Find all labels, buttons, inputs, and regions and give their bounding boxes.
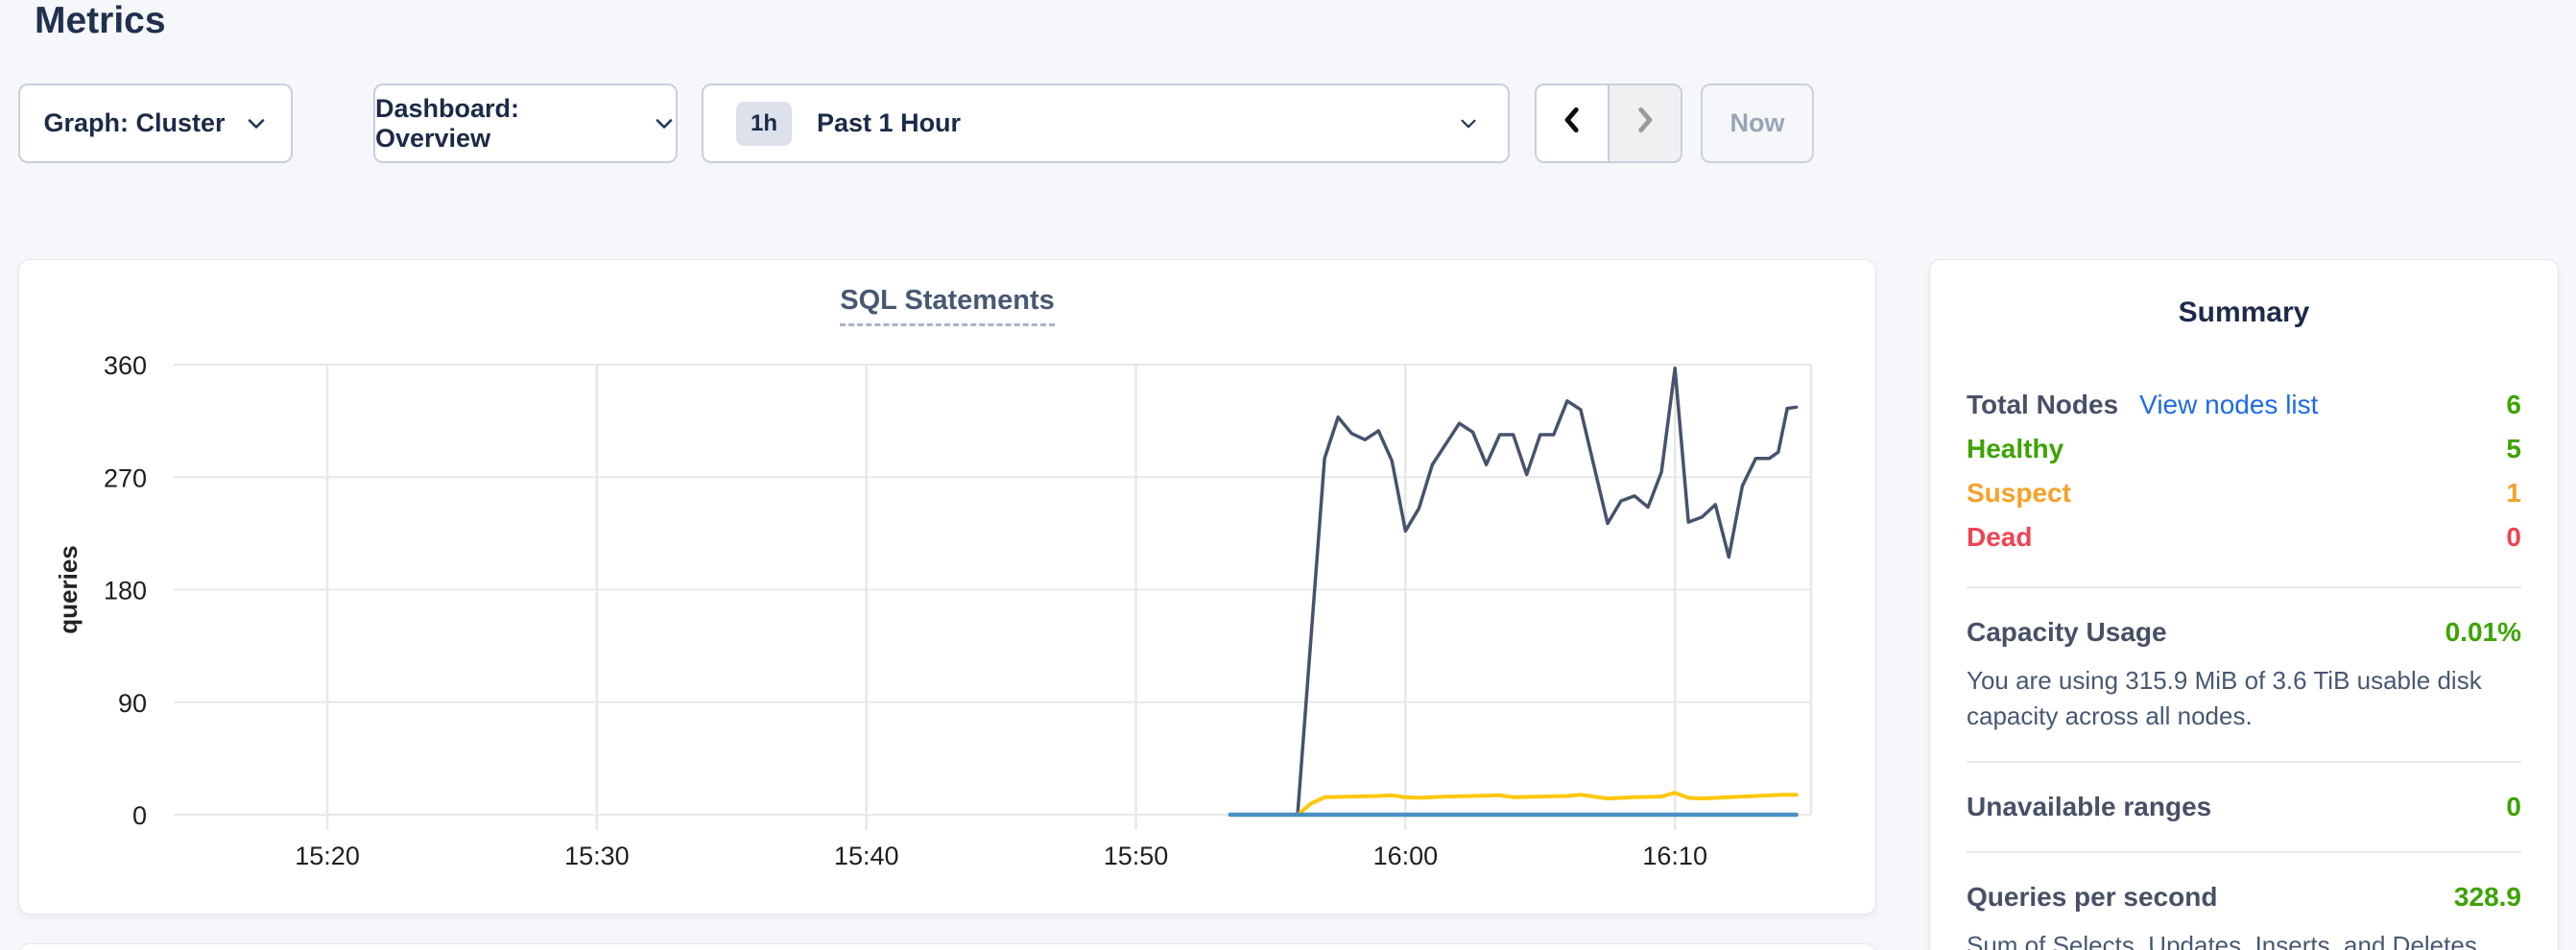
summary-section: Unavailable ranges 0 bbox=[1967, 761, 2521, 822]
section-value: 0.01% bbox=[2445, 617, 2521, 647]
summary-node-row: Healthy 5 bbox=[1967, 427, 2521, 471]
summary-node-row: Total Nodes View nodes list 6 bbox=[1967, 383, 2521, 427]
node-row-label: Suspect bbox=[1967, 478, 2071, 508]
svg-text:360: 360 bbox=[104, 351, 147, 380]
page-title: Metrics bbox=[35, 0, 166, 41]
graph-dropdown-label: Graph: Cluster bbox=[43, 108, 226, 137]
view-nodes-list-link[interactable]: View nodes list bbox=[2139, 390, 2319, 419]
section-description: Sum of Selects, Updates, Inserts, and De… bbox=[1967, 931, 2477, 950]
node-status-rows: Total Nodes View nodes list 6 Healthy 5 Suspe… bbox=[1967, 383, 2521, 559]
dashboard-dropdown-label: Dashboard: Overview bbox=[375, 93, 520, 153]
section-label: Unavailable ranges bbox=[1967, 792, 2212, 821]
node-row-label: Healthy bbox=[1967, 434, 2064, 463]
time-range-label: Past 1 Hour bbox=[817, 108, 962, 137]
summary-section: Queries per second 328.9 Sum of Selects, U… bbox=[1967, 851, 2521, 950]
svg-text:16:00: 16:00 bbox=[1373, 842, 1439, 870]
summary-title: Summary bbox=[2178, 297, 2310, 328]
chart-gridlines bbox=[174, 364, 1813, 830]
time-range-selector[interactable]: 1h Past 1 Hour bbox=[702, 83, 1510, 163]
section-label: Queries per second bbox=[1967, 882, 2218, 912]
chevron-left-icon bbox=[1556, 104, 1588, 143]
svg-text:270: 270 bbox=[104, 463, 147, 492]
svg-text:15:20: 15:20 bbox=[295, 842, 360, 870]
step-forward-button[interactable] bbox=[1610, 85, 1681, 161]
chevron-right-icon bbox=[1629, 104, 1661, 143]
sql-statements-chart-card: 0 90 180 270 360 15:20 15:30 15:40 15:50 16:00 16:… bbox=[18, 259, 1876, 914]
dashboard-dropdown[interactable]: Dashboard: Overview bbox=[373, 83, 678, 163]
next-chart-card bbox=[18, 943, 1876, 950]
summary-section: Capacity Usage 0.01% You are using 315.9 M… bbox=[1967, 586, 2521, 734]
section-value: 328.9 bbox=[2453, 882, 2521, 912]
node-row-label: Total Nodes bbox=[1967, 390, 2119, 419]
summary-panel: Summary Total Nodes View nodes list 6 Healt… bbox=[1929, 259, 2559, 950]
node-row-value: 0 bbox=[2506, 522, 2521, 552]
summary-sections: Capacity Usage 0.01% You are using 315.9 M… bbox=[1967, 586, 2521, 950]
time-step-buttons bbox=[1535, 83, 1682, 163]
chart-title[interactable]: SQL Statements bbox=[840, 285, 1055, 326]
step-back-button[interactable] bbox=[1537, 85, 1610, 161]
node-row-value: 1 bbox=[2506, 478, 2521, 508]
svg-text:15:50: 15:50 bbox=[1104, 842, 1169, 870]
svg-text:90: 90 bbox=[118, 689, 147, 718]
time-range-badge: 1h bbox=[736, 101, 793, 146]
chevron-down-icon bbox=[245, 112, 268, 135]
section-description: You are using 315.9 MiB of 3.6 TiB usabl… bbox=[1967, 666, 2482, 730]
chevron-down-icon bbox=[1458, 113, 1479, 134]
chevron-down-icon bbox=[653, 112, 676, 135]
node-row-value: 5 bbox=[2506, 434, 2521, 463]
now-button[interactable]: Now bbox=[1701, 83, 1814, 163]
chart-series bbox=[1228, 367, 1799, 818]
chart-axis-labels: 0 90 180 270 360 15:20 15:30 15:40 15:50 16:00 16:… bbox=[54, 351, 1707, 870]
series-yellow-line bbox=[1296, 791, 1799, 817]
y-axis-label: queries bbox=[54, 545, 83, 634]
sql-statements-plot[interactable]: 0 90 180 270 360 15:20 15:30 15:40 15:50 16:00 16:… bbox=[19, 260, 1877, 915]
svg-text:0: 0 bbox=[132, 801, 147, 830]
svg-text:15:40: 15:40 bbox=[834, 842, 899, 870]
svg-text:16:10: 16:10 bbox=[1642, 842, 1707, 870]
graph-dropdown[interactable]: Graph: Cluster bbox=[18, 83, 293, 163]
series-navy-line bbox=[1296, 367, 1799, 817]
summary-node-row: Dead 0 bbox=[1967, 515, 2521, 559]
section-label: Capacity Usage bbox=[1967, 617, 2167, 647]
section-value: 0 bbox=[2506, 792, 2521, 821]
summary-node-row: Suspect 1 bbox=[1967, 471, 2521, 515]
svg-text:15:30: 15:30 bbox=[564, 842, 630, 870]
node-row-value: 6 bbox=[2506, 390, 2521, 419]
node-row-label: Dead bbox=[1967, 522, 2033, 552]
svg-text:180: 180 bbox=[104, 577, 147, 606]
